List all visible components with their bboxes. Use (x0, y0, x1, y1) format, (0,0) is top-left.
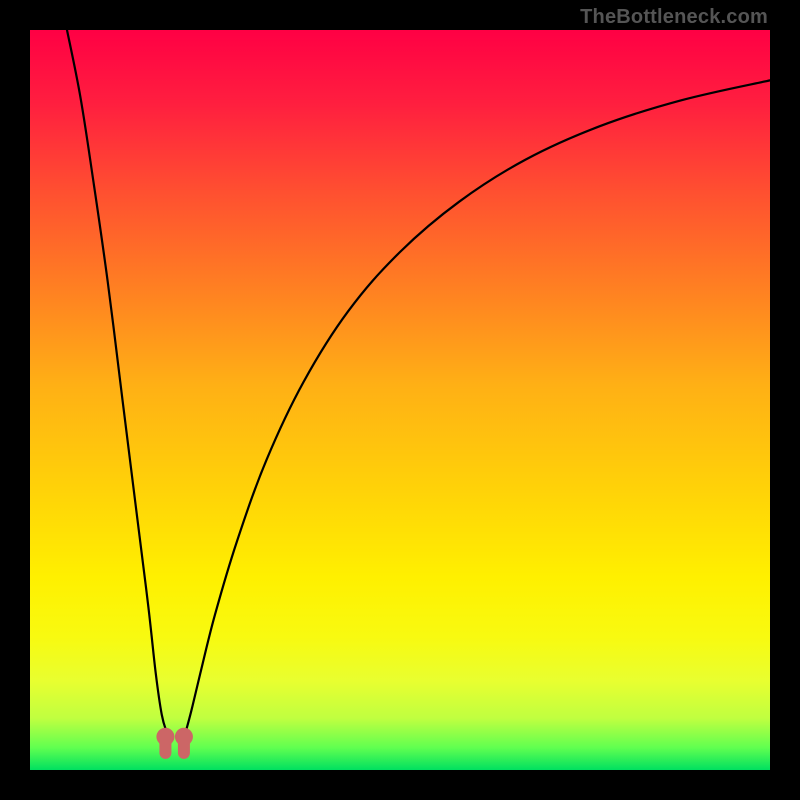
chart-frame: TheBottleneck.com (0, 0, 800, 800)
bottleneck-curve (30, 30, 770, 770)
curve-path (67, 30, 770, 733)
notch-markers (156, 728, 193, 759)
watermark-text: TheBottleneck.com (580, 6, 768, 29)
plot-area (30, 30, 770, 770)
